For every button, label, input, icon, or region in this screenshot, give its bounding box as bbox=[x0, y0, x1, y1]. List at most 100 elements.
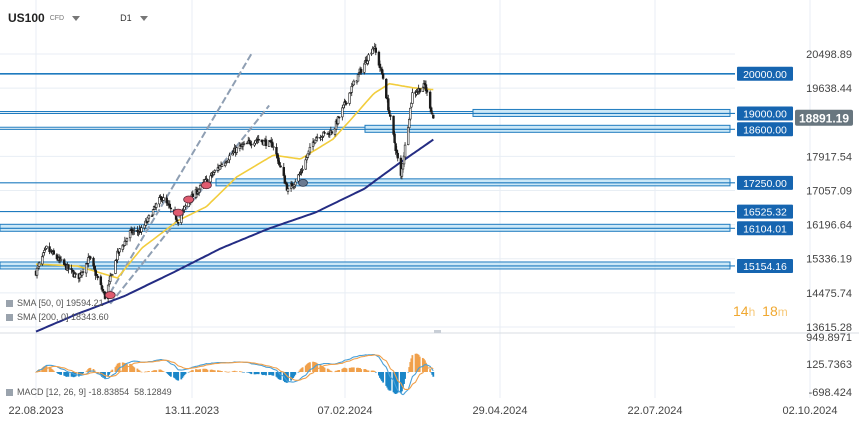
candle-body bbox=[286, 188, 290, 192]
candle-body bbox=[168, 203, 172, 208]
level-label-bg bbox=[737, 258, 793, 273]
macd-histogram-bar bbox=[199, 369, 202, 372]
macd-histogram-bar bbox=[70, 372, 73, 377]
candle-body bbox=[101, 289, 105, 292]
candle bbox=[348, 92, 351, 106]
candle-body bbox=[136, 229, 139, 232]
macd-histogram-bar bbox=[176, 372, 179, 381]
macd-histogram-bar bbox=[359, 368, 362, 372]
symbol-dropdown-icon[interactable] bbox=[72, 15, 81, 21]
macd-histogram-bar bbox=[351, 367, 354, 372]
macd-histogram-bar bbox=[343, 367, 346, 372]
timeframe-dropdown-icon[interactable] bbox=[139, 15, 148, 21]
macd-histogram-bar bbox=[276, 372, 279, 378]
macd-histogram-bar bbox=[65, 372, 68, 377]
candle bbox=[345, 102, 348, 106]
candle-body bbox=[87, 257, 90, 264]
macd-histogram-bar bbox=[401, 372, 403, 392]
macd-histogram-bar bbox=[121, 362, 124, 372]
candle bbox=[294, 178, 297, 189]
macd-histogram-bar bbox=[392, 372, 395, 393]
macd-value-2: 58.12849 bbox=[134, 387, 172, 397]
macd-histogram-bar bbox=[272, 372, 275, 376]
macd-histogram-bar bbox=[430, 372, 433, 373]
macd-histogram-bar bbox=[85, 371, 88, 373]
candle bbox=[81, 268, 85, 275]
candle-body bbox=[278, 162, 281, 166]
macd-histogram-bar bbox=[336, 370, 339, 372]
candle-body bbox=[403, 144, 407, 158]
macd-histogram-bar bbox=[56, 372, 58, 373]
macd-histogram-bar bbox=[204, 368, 207, 372]
macd-histogram-bar bbox=[213, 370, 216, 372]
macd-histogram-bar bbox=[264, 372, 266, 375]
candle-body bbox=[176, 222, 180, 224]
macd-histogram-bar bbox=[175, 372, 177, 380]
macd-histogram-bar bbox=[152, 370, 154, 372]
macd-histogram-bar bbox=[221, 371, 223, 372]
macd-histogram-bar bbox=[187, 372, 190, 373]
candle bbox=[168, 200, 172, 209]
macd-histogram-bar bbox=[418, 356, 421, 372]
symbol-name[interactable]: US100 bbox=[8, 11, 45, 25]
candle bbox=[147, 214, 151, 223]
macd-histogram-bar bbox=[155, 370, 158, 372]
candle-body bbox=[421, 87, 425, 92]
macd-histogram-bar bbox=[116, 363, 119, 372]
macd-panel bbox=[35, 353, 435, 396]
eye-icon[interactable] bbox=[6, 313, 13, 321]
channel-line bbox=[109, 104, 270, 305]
macd-histogram-bar bbox=[138, 370, 141, 372]
macd-histogram-bar bbox=[328, 370, 331, 372]
candle bbox=[366, 60, 369, 66]
macd-histogram-bar bbox=[255, 372, 258, 375]
candle-body bbox=[93, 266, 96, 270]
macd-histogram-bar bbox=[99, 372, 102, 376]
macd-histogram-bar bbox=[367, 370, 370, 372]
candle-body bbox=[356, 74, 360, 82]
timeframe-selector[interactable]: D1 bbox=[120, 13, 132, 23]
macd-value-1: -18.83854 bbox=[88, 387, 130, 397]
candle bbox=[111, 274, 114, 276]
candle-body bbox=[275, 147, 278, 155]
macd-histogram-bar bbox=[232, 371, 235, 372]
candle-body bbox=[100, 285, 104, 290]
candle-body bbox=[400, 168, 404, 177]
candle-body bbox=[297, 174, 300, 182]
eye-icon[interactable] bbox=[6, 299, 13, 307]
candle-body bbox=[43, 250, 46, 253]
candle-body bbox=[381, 73, 385, 79]
candle bbox=[128, 228, 132, 242]
macd-histogram-bar bbox=[49, 367, 52, 372]
candle-body bbox=[299, 172, 302, 174]
axes: 20498.89 19638.44 17917.54 17057.09 16196.64… bbox=[8, 49, 852, 417]
macd-histogram-bar bbox=[247, 372, 250, 373]
eye-icon[interactable] bbox=[6, 388, 13, 396]
macd-histogram-bar bbox=[253, 372, 256, 375]
macd-histogram-bar bbox=[41, 368, 44, 372]
candle-body bbox=[250, 143, 253, 146]
candle-body bbox=[114, 260, 117, 274]
macd-histogram-bar bbox=[382, 372, 385, 383]
candle-body bbox=[345, 102, 348, 105]
candle-body bbox=[235, 147, 238, 153]
macd-histogram-bar bbox=[389, 372, 392, 391]
candle-body bbox=[132, 231, 135, 233]
candle-body bbox=[59, 259, 63, 261]
macd-histogram-bar bbox=[195, 369, 197, 372]
candle bbox=[228, 152, 231, 164]
candle bbox=[235, 146, 238, 155]
macd-histogram-bar bbox=[131, 365, 134, 372]
candle-body bbox=[429, 107, 433, 113]
candle-body bbox=[272, 146, 275, 148]
candle bbox=[393, 130, 396, 144]
macd-histogram-bar bbox=[292, 372, 295, 378]
candle bbox=[45, 245, 48, 250]
macd-histogram-bar bbox=[322, 366, 325, 372]
macd-histogram-bar bbox=[130, 364, 133, 372]
candle bbox=[389, 114, 392, 121]
candle-body bbox=[137, 231, 140, 233]
macd-histogram-bar bbox=[268, 372, 271, 376]
macd-histogram-bar bbox=[52, 370, 55, 372]
